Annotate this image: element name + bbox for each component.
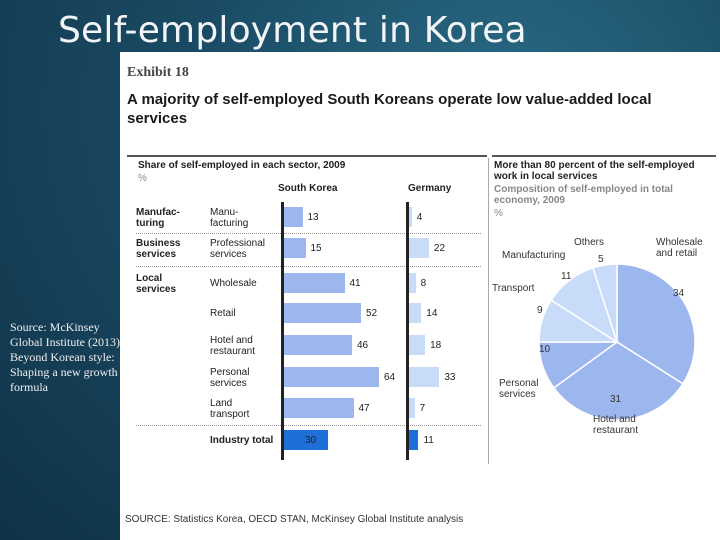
pie-value-label: 10 [539, 344, 551, 355]
pie-slice-label: Manufacturing [502, 250, 565, 261]
pie-value-label: 34 [673, 288, 685, 299]
group-label: Local services [136, 273, 177, 295]
bar-south-korea [283, 398, 354, 418]
axis-south-korea [281, 202, 284, 460]
bar-germany [408, 398, 415, 418]
group-label: Business services [136, 238, 181, 260]
series-header-south-korea: South Korea [278, 183, 338, 194]
value-label-south-korea: 41 [349, 278, 361, 289]
value-label-south-korea: 47 [358, 403, 370, 414]
bar-south-korea [283, 367, 379, 387]
pie-chart-subtitle: Composition of self-employed in total ec… [494, 184, 673, 206]
bar-germany [408, 367, 440, 387]
pie-slice-label: Personal services [499, 378, 538, 400]
pie-slice-label: Wholesale and retail [656, 237, 703, 259]
pie-slice-label: Transport [492, 283, 535, 294]
value-label-south-korea: 52 [366, 308, 378, 319]
row-label: Retail [210, 308, 236, 319]
bar-germany [408, 273, 416, 293]
pie-slice [591, 263, 618, 343]
exhibit-panel: Exhibit 18 A majority of self-employed S… [120, 52, 720, 540]
bar-chart-title: Share of self-employed in each sector, 2… [138, 160, 346, 171]
bar-south-korea [283, 335, 352, 355]
bar-germany [408, 303, 422, 323]
value-label-south-korea: 13 [307, 212, 319, 223]
bar-south-korea [283, 207, 303, 227]
row-label: Hotel and restaurant [210, 335, 256, 357]
bar-south-korea [283, 273, 345, 293]
pie-value-label: 9 [537, 305, 543, 316]
pie-panel-rule [492, 155, 716, 157]
value-label-germany: 7 [419, 403, 426, 414]
value-label-south-korea: 64 [384, 372, 396, 383]
series-header-germany: Germany [408, 183, 452, 194]
value-label-germany: 14 [426, 308, 438, 319]
separator [136, 266, 481, 267]
value-label-germany: 11 [423, 435, 434, 446]
bar-panel-rule [127, 155, 487, 157]
value-label-south-korea: 15 [310, 243, 322, 254]
value-label-germany: 33 [444, 372, 456, 383]
pie-slice [550, 266, 619, 344]
axis-germany [406, 202, 409, 460]
row-label: Land transport [210, 398, 250, 420]
bar-germany [408, 335, 426, 355]
bar-germany [408, 207, 412, 227]
group-label: Manufac- turing [136, 207, 180, 229]
source-footer: SOURCE: Statistics Korea, OECD STAN, McK… [125, 514, 464, 525]
pie-slice-label: Hotel and restaurant [593, 414, 638, 436]
row-label: Personal services [210, 367, 250, 389]
bar-germany [408, 238, 429, 258]
value-label-germany: 8 [420, 278, 427, 289]
separator [136, 233, 481, 234]
pie-value-label: 31 [610, 394, 622, 405]
row-label: Industry total [210, 435, 274, 446]
bar-germany [408, 430, 419, 450]
row-label: Manu- facturing [210, 207, 249, 229]
exhibit-label: Exhibit 18 [127, 65, 189, 80]
value-label-germany: 18 [430, 340, 442, 351]
pie-chart-title: More than 80 percent of the self-employe… [494, 160, 695, 182]
row-label: Professional services [210, 238, 266, 260]
pie-slice [616, 263, 696, 385]
pie-value-label: 11 [561, 271, 572, 282]
pie-slice-label: Others [574, 237, 604, 248]
pie-slice [538, 341, 620, 389]
panel-divider [488, 158, 489, 464]
value-label-south-korea: 30 [305, 435, 317, 446]
pie-slice [538, 299, 620, 343]
exhibit-heading: A majority of self-employed South Korean… [127, 91, 652, 127]
bar-chart-unit: % [138, 173, 147, 184]
pie-value-label: 5 [598, 254, 604, 265]
value-label-south-korea: 46 [357, 340, 369, 351]
source-note: Source: McKinsey Global Institute (2013)… [10, 320, 120, 394]
value-label-germany: 22 [433, 243, 446, 254]
pie-slice [552, 341, 684, 421]
bar-south-korea [283, 430, 328, 450]
bar-south-korea [283, 238, 306, 258]
separator [136, 425, 481, 426]
pie-chart-unit: % [494, 208, 503, 219]
row-label: Wholesale [210, 278, 257, 289]
value-label-germany: 4 [416, 212, 423, 223]
bar-south-korea [283, 303, 361, 323]
slide-title: Self-employment in Korea [58, 10, 527, 51]
